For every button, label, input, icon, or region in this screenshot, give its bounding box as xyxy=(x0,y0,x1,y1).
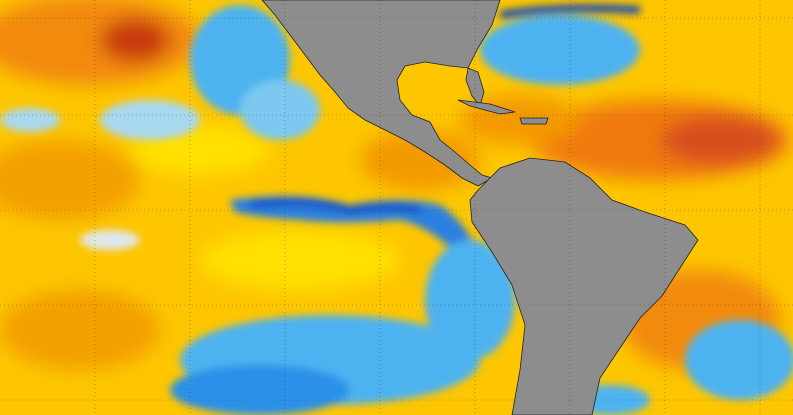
cuba xyxy=(457,99,516,115)
hispaniola xyxy=(519,117,549,125)
north-central-america xyxy=(261,0,501,187)
south-america xyxy=(469,157,699,415)
land xyxy=(261,0,699,415)
